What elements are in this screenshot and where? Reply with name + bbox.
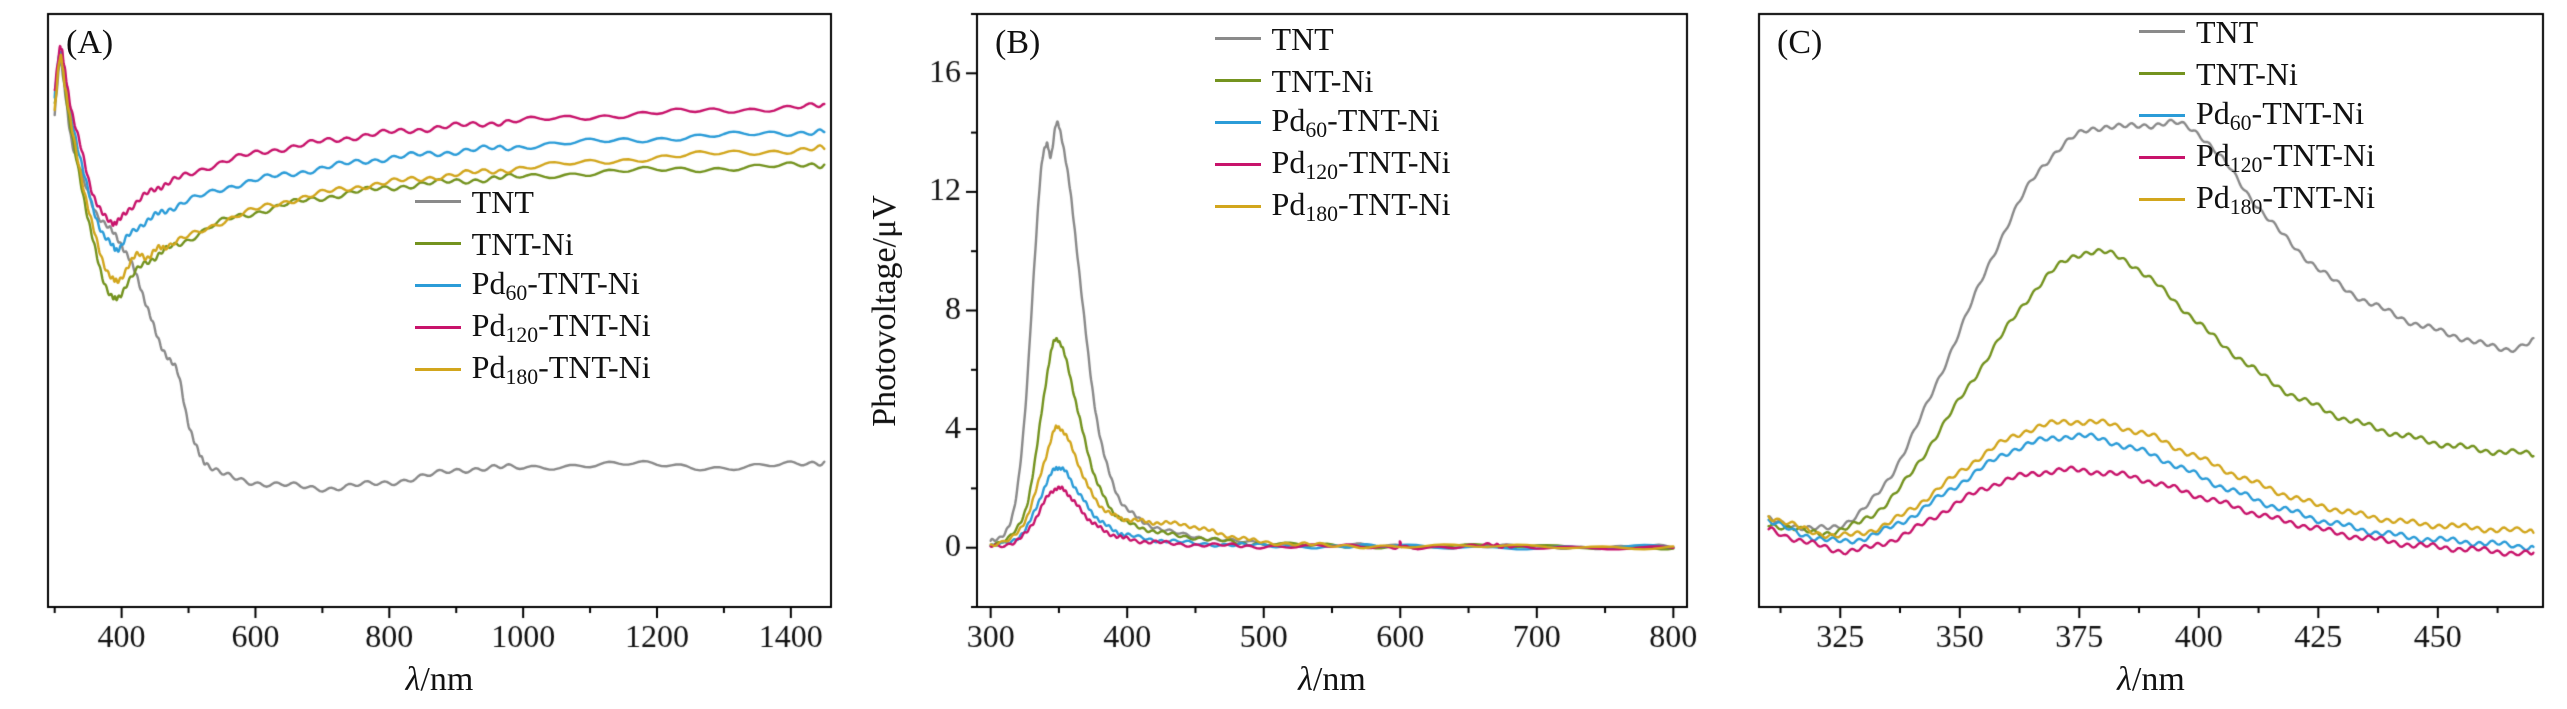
panel-c-label: (C)	[1777, 24, 1823, 61]
legend-label: Pd120-TNT-Ni	[2196, 136, 2375, 177]
panel-c: (C) λ/nm TNT TNT-Ni Pd60-TNT-Ni Pd120-TNT-N…	[1711, 0, 2567, 709]
legend-line-swatch	[414, 326, 461, 330]
legend-label: Pd60-TNT-Ni	[1271, 101, 1440, 142]
legend-label: Pd180-TNT-Ni	[1271, 185, 1451, 226]
legend-line-swatch	[414, 242, 461, 246]
legend-line-swatch	[414, 368, 461, 372]
legend-line-swatch	[2139, 198, 2185, 202]
legend-line-swatch	[2139, 72, 2185, 76]
y-axis-label-photovoltage: Photovoltage/μV	[866, 194, 903, 427]
x-axis-label-c: λ/nm	[2117, 663, 2185, 697]
x-axis-label-b: λ/nm	[1298, 663, 1366, 697]
x-axis-unit: /nm	[420, 661, 474, 698]
legend-item: TNT-Ni	[2139, 56, 2375, 91]
legend-label: TNT	[1271, 20, 1334, 57]
panel-a-label: (A)	[66, 24, 114, 61]
lambda-symbol: λ	[1298, 661, 1313, 698]
legend-item: TNT	[2139, 14, 2375, 49]
legend-line-swatch	[1214, 79, 1261, 83]
photovoltage-zoom-chart-c-canvas	[1711, 0, 2567, 709]
spectra-chart-a-canvas	[0, 0, 855, 709]
panel-b-label: (B)	[995, 24, 1041, 61]
legend-label: TNT-Ni	[1271, 62, 1374, 99]
legend-item: TNT	[1214, 20, 1451, 57]
x-axis-unit: /nm	[1312, 661, 1366, 698]
legend-item: Pd60-TNT-Ni	[1214, 101, 1451, 142]
legend-line-swatch	[2139, 114, 2185, 118]
legend-line-swatch	[414, 284, 461, 288]
legend-label: TNT-Ni	[2196, 55, 2298, 92]
panel-b: (B) Photovoltage/μV λ/nm TNT TNT-Ni Pd60-T…	[855, 0, 1711, 709]
legend-a: TNT TNT-Ni Pd60-TNT-Ni Pd120-TNT-Ni Pd180-TN…	[414, 183, 651, 389]
legend-line-swatch	[2139, 30, 2185, 34]
legend-line-swatch	[2139, 156, 2185, 160]
legend-item: Pd60-TNT-Ni	[414, 264, 651, 305]
legend-label: TNT-Ni	[471, 225, 574, 262]
legend-b: TNT TNT-Ni Pd60-TNT-Ni Pd120-TNT-Ni Pd180-TN…	[1214, 20, 1451, 226]
legend-item: Pd120-TNT-Ni	[2139, 136, 2375, 177]
legend-item: Pd180-TNT-Ni	[1214, 185, 1451, 226]
legend-item: Pd60-TNT-Ni	[2139, 94, 2375, 135]
legend-item: Pd180-TNT-Ni	[2139, 178, 2375, 219]
lambda-symbol: λ	[2117, 661, 2132, 698]
x-axis-label-a: λ/nm	[406, 663, 474, 697]
legend-item: Pd120-TNT-Ni	[414, 306, 651, 347]
legend-label: Pd60-TNT-Ni	[471, 264, 640, 305]
lambda-symbol: λ	[405, 661, 421, 698]
legend-label: Pd180-TNT-Ni	[2196, 178, 2375, 219]
legend-line-swatch	[414, 200, 461, 204]
legend-label: TNT	[471, 183, 534, 220]
legend-line-swatch	[1214, 37, 1261, 41]
legend-item: Pd180-TNT-Ni	[414, 348, 651, 389]
photovoltage-chart-b-canvas	[855, 0, 1711, 709]
legend-item: TNT-Ni	[414, 225, 651, 262]
legend-item: Pd120-TNT-Ni	[1214, 143, 1451, 184]
legend-line-swatch	[1214, 163, 1261, 167]
legend-label: Pd120-TNT-Ni	[471, 306, 651, 347]
legend-item: TNT	[414, 183, 651, 220]
legend-line-swatch	[1214, 121, 1261, 125]
legend-label: Pd60-TNT-Ni	[2196, 94, 2365, 135]
x-axis-unit: /nm	[2131, 661, 2185, 698]
legend-label: Pd180-TNT-Ni	[471, 348, 651, 389]
legend-item: TNT-Ni	[1214, 62, 1451, 99]
legend-label: Pd120-TNT-Ni	[1271, 143, 1451, 184]
legend-label: TNT	[2196, 13, 2259, 50]
panel-a: (A) λ/nm TNT TNT-Ni Pd60-TNT-Ni Pd120-TNT-N…	[0, 0, 855, 709]
legend-line-swatch	[1214, 205, 1261, 209]
legend-c: TNT TNT-Ni Pd60-TNT-Ni Pd120-TNT-Ni Pd180-TN…	[2139, 14, 2375, 219]
